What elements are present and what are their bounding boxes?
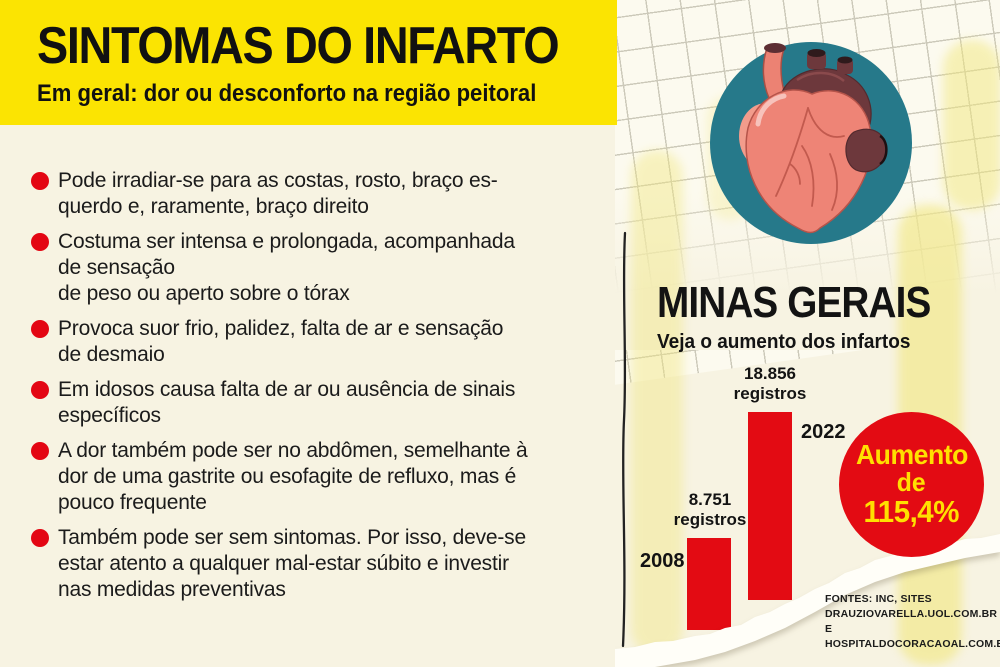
torn-paper-edge [615,534,1000,667]
section-title: MINAS GERAIS [657,278,931,327]
yellow-highlight-smudge [943,40,1000,210]
heart-illustration-icon [710,42,912,244]
red-dot-bullet-icon [31,172,49,190]
sources-block: FONTES: INC, SITES DRAUZIOVARELLA.UOL.CO… [825,592,1000,652]
header-banner: SINTOMAS DO INFARTO Em geral: dor ou des… [0,0,617,125]
symptom-list: Pode irradiar-se para as costas, rosto, … [31,168,616,612]
bar-2008 [687,538,731,630]
source-line: HOSPITALDOCORACAOAL.COM.BR [825,638,1000,650]
badge-value: 115,4% [863,493,960,529]
bar-2022 [748,412,792,600]
red-dot-bullet-icon [31,381,49,399]
red-dot-bullet-icon [31,529,49,547]
page-title: SINTOMAS DO INFARTO [37,17,560,75]
minas-gerais-section: MINAS GERAIS Veja o aumento dos infartos [657,281,968,354]
list-item: Costuma ser intensa e prolongada, acompa… [31,229,616,307]
symptom-text: Pode irradiar-se para as costas, rosto, … [58,169,498,218]
bar-value-label-2022: 18.856 registros [733,364,807,403]
badge-text: Aumento [855,438,968,470]
red-dot-bullet-icon [31,320,49,338]
symptom-text: Provoca suor frio, palidez, falta de ar … [58,317,504,366]
year-label-2008: 2008 [640,550,685,572]
yellow-highlight-smudge [631,150,683,655]
right-panel: MINAS GERAIS Veja o aumento dos infartos… [615,0,1000,667]
list-item: Provoca suor frio, palidez, falta de ar … [31,316,616,368]
ink-edge-line [621,231,627,648]
symptom-text: A dor também pode ser no abdômen, semelh… [58,439,528,514]
list-item: A dor também pode ser no abdômen, semelh… [31,438,616,516]
red-dot-bullet-icon [31,233,49,251]
source-line: DRAUZIOVARELLA.UOL.COM.BR E [825,608,998,635]
badge-text: de [897,466,926,497]
page-subtitle: Em geral: dor ou desconforto na região p… [37,80,537,107]
increase-badge: Aumento de 115,4% [839,412,984,557]
symptom-text: Costuma ser intensa e prolongada, acompa… [58,230,515,305]
list-item: Em idosos causa falta de ar ou ausência … [31,377,616,429]
symptom-text: Em idosos causa falta de ar ou ausência … [58,378,516,427]
list-item: Pode irradiar-se para as costas, rosto, … [31,168,616,220]
year-label-2022: 2022 [801,421,846,443]
symptom-text: Também pode ser sem sintomas. Por isso, … [58,526,526,601]
section-subtitle: Veja o aumento dos infartos [657,331,911,353]
bar-value-label-2008: 8.751 registros [673,490,747,529]
list-item: Também pode ser sem sintomas. Por isso, … [31,525,616,603]
anatomical-heart-icon [739,43,888,234]
source-line: FONTES: INC, SITES [825,593,932,605]
red-dot-bullet-icon [31,442,49,460]
